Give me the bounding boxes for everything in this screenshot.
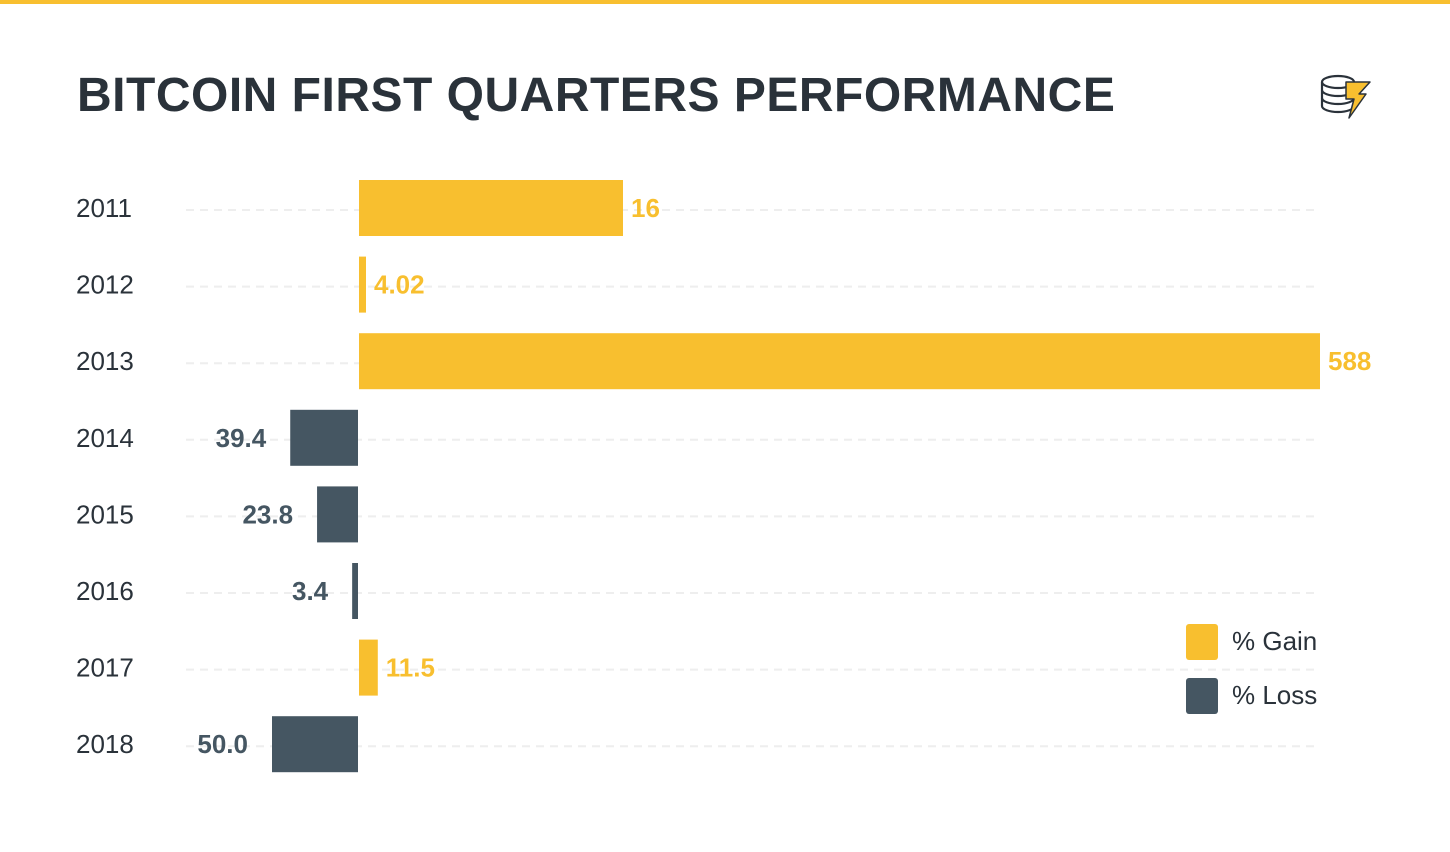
legend-swatch-loss [1186, 678, 1218, 714]
loss-bar [290, 409, 358, 466]
gain-bar [359, 180, 623, 236]
coin-stack-lightning-logo-icon [1320, 74, 1371, 119]
category-label: 2011 [76, 193, 132, 223]
category-label: 2018 [76, 729, 134, 759]
category-label: 2015 [76, 499, 134, 529]
top-accent-rule [0, 0, 1450, 4]
gain-bar [359, 256, 366, 313]
legend-swatch-gain [1186, 624, 1218, 660]
category-label: 2016 [76, 576, 134, 606]
gain-value-label: 588 [1328, 346, 1371, 376]
legend-label-gain: % Gain [1232, 626, 1317, 656]
legend-label-loss: % Loss [1232, 680, 1317, 710]
loss-bar [272, 716, 358, 773]
gain-value-label: 11.5 [386, 653, 435, 683]
loss-bar [352, 563, 358, 619]
category-label: 2013 [76, 346, 134, 376]
gain-bar [359, 333, 1320, 390]
loss-value-label: 23.8 [242, 499, 293, 529]
loss-bar [317, 486, 358, 543]
gain-bar [359, 639, 378, 696]
loss-value-label: 3.4 [292, 576, 329, 606]
chart-title: BITCOIN FIRST QUARTERS PERFORMANCE [77, 69, 1116, 122]
category-label: 2017 [76, 653, 134, 683]
loss-value-label: 50.0 [197, 729, 248, 759]
category-label: 2014 [76, 423, 134, 453]
loss-value-label: 39.4 [216, 423, 267, 453]
gain-value-label: 16 [631, 193, 660, 223]
category-label: 2012 [76, 270, 134, 300]
gain-value-label: 4.02 [374, 270, 425, 300]
